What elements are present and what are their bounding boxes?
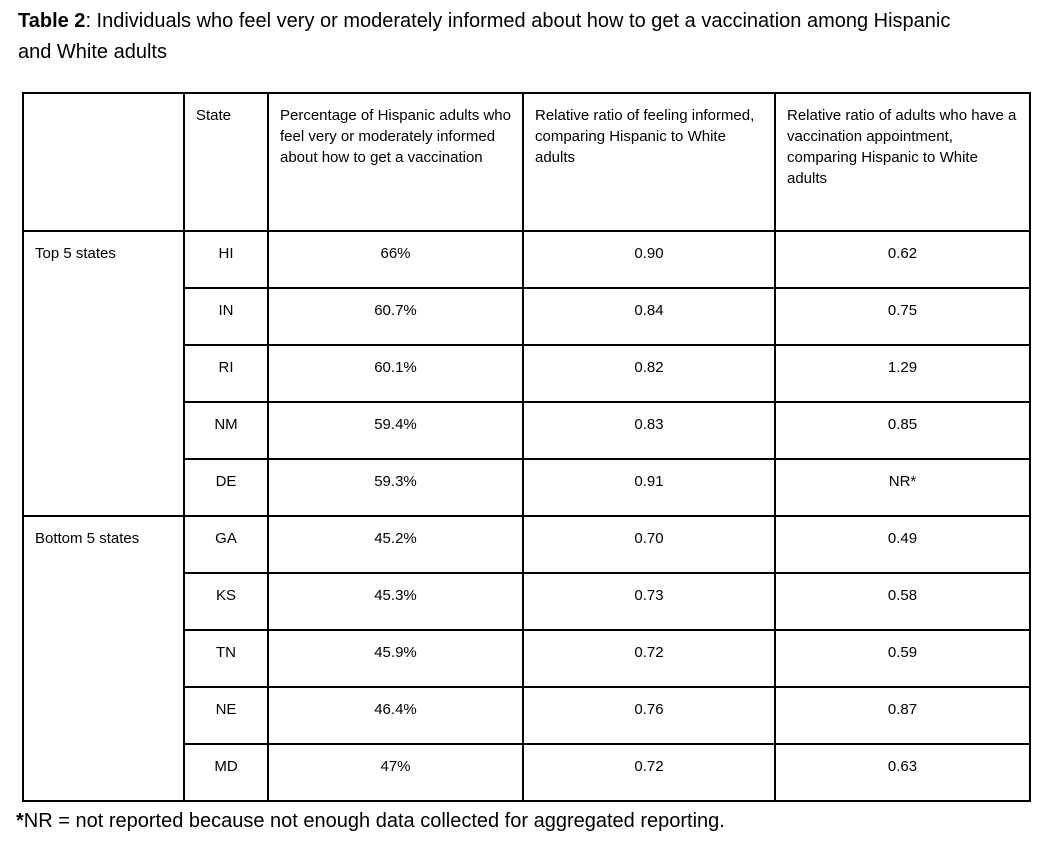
ratio-informed-cell: 0.72	[522, 743, 776, 802]
data-table: State Percentage of Hispanic adults who …	[22, 92, 1031, 802]
percentage-cell: 60.7%	[267, 287, 524, 346]
percentage-cell: 47%	[267, 743, 524, 802]
ratio-informed-cell: 0.70	[522, 515, 776, 574]
table-header-row: State Percentage of Hispanic adults who …	[22, 92, 1031, 232]
ratio-informed-cell: 0.91	[522, 458, 776, 517]
percentage-cell: 45.2%	[267, 515, 524, 574]
state-cell: NM	[183, 401, 269, 460]
table-row: DE 59.3% 0.91 NR*	[23, 458, 1031, 517]
percentage-cell: 60.1%	[267, 344, 524, 403]
ratio-appointment-cell: 0.75	[774, 287, 1031, 346]
ratio-appointment-cell: 1.29	[774, 344, 1031, 403]
state-cell: KS	[183, 572, 269, 631]
percentage-cell: 59.4%	[267, 401, 524, 460]
table-row: MD 47% 0.72 0.63	[23, 743, 1031, 802]
table-row: Bottom 5 states GA 45.2% 0.70 0.49	[22, 515, 1031, 802]
state-cell: DE	[183, 458, 269, 517]
ratio-informed-cell: 0.82	[522, 344, 776, 403]
ratio-appointment-cell: 0.49	[774, 515, 1031, 574]
footnote-asterisk: *	[16, 810, 24, 832]
table-row: KS 45.3% 0.73 0.58	[23, 572, 1031, 631]
table-number-label: Table 2	[18, 10, 86, 32]
state-cell: IN	[183, 287, 269, 346]
ratio-appointment-cell: 0.87	[774, 686, 1031, 745]
table-row: NE 46.4% 0.76 0.87	[23, 686, 1031, 745]
ratio-appointment-cell: 0.62	[774, 230, 1031, 289]
state-cell: RI	[183, 344, 269, 403]
table-row: RI 60.1% 0.82 1.29	[23, 344, 1031, 403]
header-cell-percentage-informed: Percentage of Hispanic adults who feel v…	[267, 92, 524, 232]
header-cell-ratio-informed: Relative ratio of feeling informed, comp…	[522, 92, 776, 232]
footnote: *NR = not reported because not enough da…	[16, 808, 725, 834]
state-cell: NE	[183, 686, 269, 745]
percentage-cell: 66%	[267, 230, 524, 289]
table-row: IN 60.7% 0.84 0.75	[23, 287, 1031, 346]
state-cell: TN	[183, 629, 269, 688]
ratio-informed-cell: 0.73	[522, 572, 776, 631]
group-label-top5: Top 5 states	[22, 230, 185, 517]
state-cell: MD	[183, 743, 269, 802]
ratio-informed-cell: 0.83	[522, 401, 776, 460]
percentage-cell: 59.3%	[267, 458, 524, 517]
group-label-bottom5: Bottom 5 states	[22, 515, 185, 802]
header-cell-empty	[22, 92, 185, 232]
ratio-appointment-cell: 0.85	[774, 401, 1031, 460]
ratio-informed-cell: 0.76	[522, 686, 776, 745]
header-cell-state: State	[183, 92, 269, 232]
percentage-cell: 46.4%	[267, 686, 524, 745]
ratio-appointment-cell: 0.58	[774, 572, 1031, 631]
percentage-cell: 45.3%	[267, 572, 524, 631]
ratio-informed-cell: 0.84	[522, 287, 776, 346]
table-title-text: : Individuals who feel very or moderatel…	[18, 10, 951, 63]
state-cell: GA	[183, 515, 269, 574]
page-title: Table 2: Individuals who feel very or mo…	[18, 6, 983, 68]
table-row: TN 45.9% 0.72 0.59	[23, 629, 1031, 688]
table-row: NM 59.4% 0.83 0.85	[23, 401, 1031, 460]
ratio-informed-cell: 0.90	[522, 230, 776, 289]
ratio-appointment-cell: 0.59	[774, 629, 1031, 688]
header-cell-ratio-appointment: Relative ratio of adults who have a vacc…	[774, 92, 1031, 232]
ratio-informed-cell: 0.72	[522, 629, 776, 688]
ratio-appointment-cell: 0.63	[774, 743, 1031, 802]
ratio-appointment-cell: NR*	[774, 458, 1031, 517]
table-row: Top 5 states HI 66% 0.90 0.62	[22, 230, 1031, 517]
footnote-text: NR = not reported because not enough dat…	[23, 810, 725, 832]
percentage-cell: 45.9%	[267, 629, 524, 688]
state-cell: HI	[183, 230, 269, 289]
